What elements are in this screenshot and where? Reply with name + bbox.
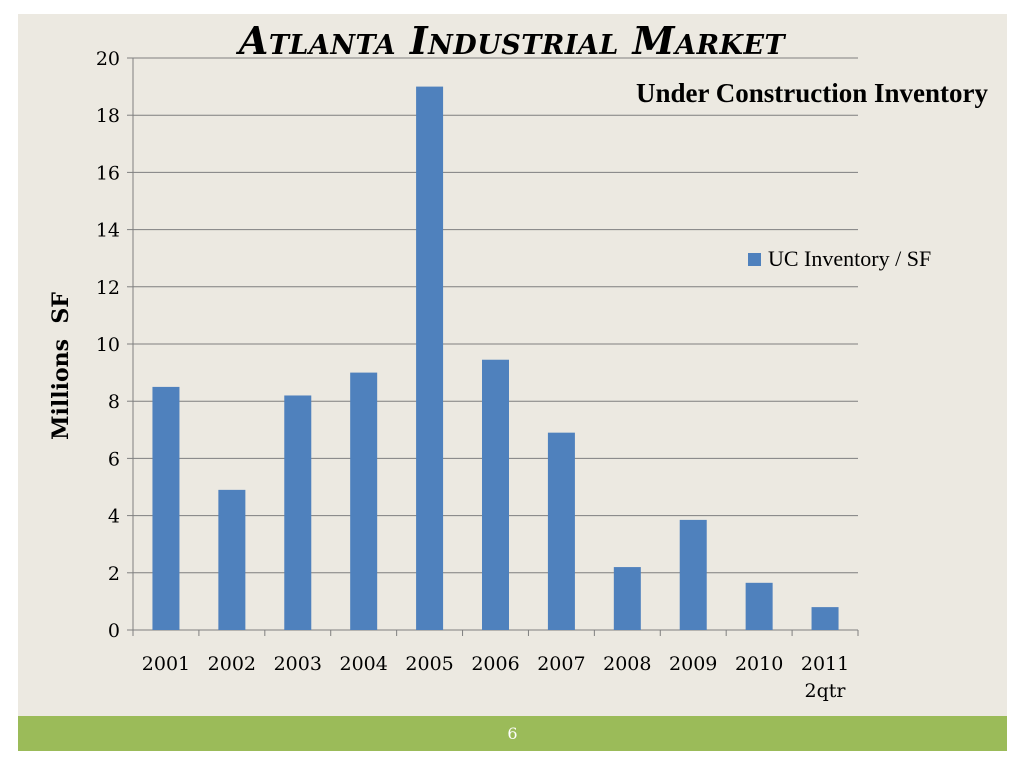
bar [218, 489, 246, 630]
x-tick-label: 2009 [669, 653, 717, 675]
x-tick-label: 2001 [142, 653, 190, 675]
legend-swatch [748, 252, 761, 266]
bar [284, 395, 312, 630]
slide-title: Atlanta Industrial Market [238, 18, 786, 63]
x-tick-label: 2006 [471, 653, 519, 675]
x-tick-label: 2004 [340, 653, 388, 675]
y-tick-label: 2 [108, 563, 120, 585]
bar [811, 607, 839, 630]
y-tick-label: 6 [108, 448, 120, 470]
bar [482, 359, 509, 630]
y-tick-label: 18 [96, 105, 120, 127]
bar [613, 567, 641, 630]
legend-label: UC Inventory / SF [768, 246, 932, 271]
bar [745, 582, 773, 630]
y-tick-label: 10 [96, 334, 120, 356]
y-tick-label: 8 [108, 391, 120, 413]
x-tick-label: 2005 [405, 653, 453, 675]
y-tick-label: 4 [108, 506, 120, 528]
x-tick-label: 2003 [274, 653, 322, 675]
bar [547, 432, 575, 630]
footer-bar: 6 [18, 716, 1007, 751]
legend: UC Inventory / SF [748, 246, 931, 272]
x-tick-label: 2010 [735, 653, 783, 675]
chart-title: Under Construction Inventory [635, 78, 988, 108]
x-tick-label: 2007 [537, 653, 585, 675]
slide-background [18, 14, 1007, 716]
x-tick-label: 2002 [208, 653, 256, 675]
x-tick-label: 2008 [603, 653, 651, 675]
x-tick-label: 2011 2qtr [801, 653, 849, 702]
page-number: 6 [507, 724, 518, 743]
y-tick-label: 12 [96, 277, 120, 299]
y-tick-label: 16 [96, 162, 120, 184]
bar [350, 372, 378, 630]
y-tick-label: 14 [96, 220, 120, 242]
bar [152, 386, 180, 630]
bar [679, 519, 707, 630]
y-tick-label: 0 [108, 620, 120, 642]
y-tick-label: 20 [96, 48, 120, 70]
bar [416, 86, 444, 631]
